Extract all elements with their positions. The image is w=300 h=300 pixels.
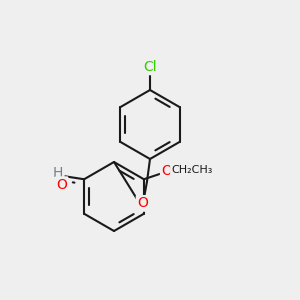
Text: O: O <box>161 164 172 178</box>
Text: H: H <box>53 166 63 180</box>
Text: O: O <box>137 196 148 210</box>
Text: CH₂CH₃: CH₂CH₃ <box>171 165 213 175</box>
Text: Cl: Cl <box>143 60 157 74</box>
Text: O: O <box>56 178 67 192</box>
